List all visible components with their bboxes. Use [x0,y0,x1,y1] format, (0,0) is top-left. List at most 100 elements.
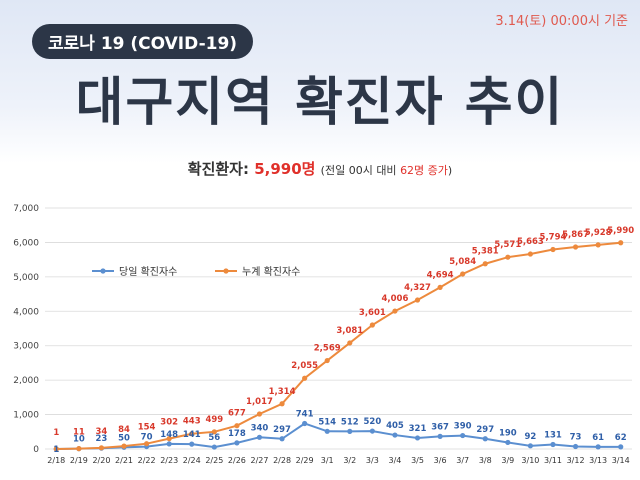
cumulative-data-label: 5,571 [494,240,521,250]
cumulative-point [143,441,150,447]
cumulative-point [166,436,172,442]
cumulative-point [572,244,579,250]
x-tick-label: 3/6 [434,456,447,465]
legend-swatch-marker [100,268,106,274]
daily-point [279,436,285,442]
legend-entry: 누계 확진자수 [242,266,300,278]
summary-note-prefix: (전일 00시 대비 [320,164,401,177]
x-tick-label: 3/10 [521,456,539,465]
summary-note-suffix: ) [447,164,453,177]
x-tick-label: 2/22 [138,456,156,465]
y-tick-label: 0 [33,445,39,455]
cumulative-point [414,297,421,303]
daily-data-label: 131 [544,430,562,440]
cumulative-data-label: 677 [228,409,246,419]
daily-point [324,428,330,434]
cumulative-point [189,431,195,437]
data-labels: 1 10 23 50 70 148 141 56 178 340 297 741 514 512 520 40… [53,226,634,455]
cumulative-point [98,445,105,451]
cumulative-data-label: 5,381 [472,247,499,257]
daily-data-label: 297 [476,425,494,435]
x-tick-label: 2/26 [228,456,246,465]
legend-swatch-marker [223,268,229,274]
x-tick-label: 3/4 [389,456,402,465]
x-tick-label: 3/9 [501,456,514,465]
cumulative-point [482,261,488,267]
cumulative-point [392,308,398,314]
summary-count: 5,990명 [254,160,316,178]
chart-series [53,240,624,452]
daily-data-label: 73 [570,432,582,442]
daily-data-label: 297 [273,425,291,435]
cumulative-data-label: 5,928 [585,228,612,238]
cumulative-point [234,423,240,429]
cumulative-data-label: 11 [73,428,85,438]
page-title: 대구지역 확진자 추이 [75,73,565,133]
cumulative-data-label: 3,601 [359,308,386,318]
daily-data-label: 514 [318,417,336,427]
cumulative-data-label: 5,663 [517,237,544,247]
daily-point [234,440,240,446]
y-tick-label: 4,000 [13,307,39,317]
x-tick-label: 3/2 [343,456,356,465]
daily-point [392,432,398,438]
y-tick-label: 1,000 [13,411,39,421]
daily-data-label: 56 [208,433,220,443]
cumulative-data-label: 5,794 [540,233,567,243]
daily-point [166,441,172,447]
x-tick-label: 3/11 [544,456,562,465]
daily-data-label: 512 [341,417,359,427]
cumulative-data-label: 302 [160,418,178,428]
daily-point [256,434,263,440]
daily-point [572,443,579,450]
x-tick-label: 2/27 [250,456,268,465]
y-tick-label: 7,000 [13,204,39,214]
cumulative-data-label: 4,006 [381,294,408,304]
cumulative-data-label: 499 [205,415,223,425]
daily-data-label: 23 [96,434,108,444]
daily-data-label: 62 [615,433,627,443]
daily-point [460,432,466,439]
daily-point [347,428,353,434]
case-trend-chart: 0 1,000 2,000 3,000 4,000 5,000 6,000 7,000 2/1… [13,204,634,465]
cumulative-data-label: 5,990 [607,226,634,236]
x-tick-label: 3/1 [321,456,334,465]
daily-point [302,420,308,427]
y-tick-label: 2,000 [13,376,39,386]
daily-point [189,441,195,447]
summary-label: 확진환자: [187,160,255,178]
summary-note: (전일 00시 대비 62명 증가) [321,164,453,177]
daily-point [550,441,556,448]
x-tick-label: 2/20 [92,456,110,465]
cumulative-point [505,254,511,260]
covid-pill-label: 코로나 19 (COVID-19) [32,24,254,59]
daily-point [595,444,601,450]
cumulative-data-label: 4,694 [427,270,454,280]
x-tick-label: 2/28 [273,456,291,465]
daily-data-label: 520 [363,417,381,427]
cumulative-point [527,251,534,257]
daily-point [527,443,534,449]
daily-data-label: 340 [251,423,269,433]
daily-data-label: 148 [160,430,178,440]
cumulative-point [211,429,217,435]
cumulative-data-label: 1 [53,428,59,438]
cumulative-point [595,242,601,248]
daily-data-label: 178 [228,429,246,439]
daily-point [437,433,443,439]
cumulative-data-label: 3,081 [336,326,363,336]
daily-point [414,435,421,441]
y-tick-label: 3,000 [13,342,39,352]
daily-point [369,428,375,434]
cumulative-data-label: 5,867 [562,230,589,240]
daily-point [618,444,624,450]
cumulative-point [324,357,330,364]
cumulative-data-label: 84 [118,425,130,435]
daily-data-label: 741 [296,409,314,419]
cumulative-data-label: 2,569 [314,344,341,354]
daily-point [211,444,217,450]
daily-point [482,436,488,442]
x-tick-label: 3/8 [479,456,492,465]
cumulative-data-label: 4,327 [404,283,431,293]
x-tick-label: 2/19 [70,456,88,465]
